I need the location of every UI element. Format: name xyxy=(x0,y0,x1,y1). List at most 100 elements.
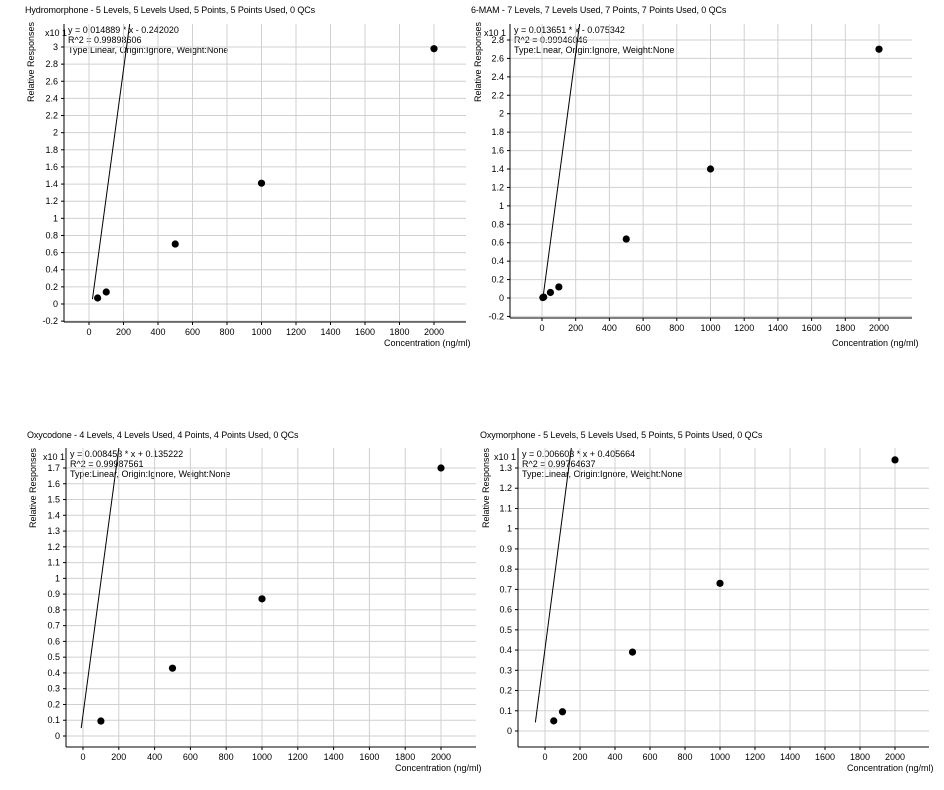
y-tick-label: 1.2 xyxy=(47,542,60,552)
fit-equation: y = 0.013651 * x - 0.075342 xyxy=(514,25,625,35)
equation-box: y = 0.008453 * x + 0.135222 R^2 = 0.9998… xyxy=(70,449,230,479)
y-tick-label: 1.6 xyxy=(45,162,58,172)
y-tick-label: 2.8 xyxy=(45,59,58,69)
y-tick-label: 0.5 xyxy=(47,652,60,662)
y-tick-label: 1.3 xyxy=(499,463,512,473)
x-tick-label: 1200 xyxy=(734,323,754,333)
x-tick-label: 600 xyxy=(185,327,200,337)
x-tick-label: 600 xyxy=(183,752,198,762)
data-point xyxy=(706,165,715,173)
x-tick-label: 800 xyxy=(677,752,692,762)
y-tick-label: 0.2 xyxy=(45,282,58,292)
x-tick-label: 1400 xyxy=(324,752,344,762)
x-tick-label: 2000 xyxy=(869,323,889,333)
y-tick-label: 2.2 xyxy=(45,111,58,121)
x-tick-label: 1600 xyxy=(355,327,375,337)
y-tick-label: 0.8 xyxy=(491,219,504,229)
data-point xyxy=(558,708,567,716)
x-tick-label: 1600 xyxy=(815,752,835,762)
y-tick-label: 1.8 xyxy=(45,145,58,155)
data-point xyxy=(716,579,724,587)
y-multiplier: x10 1 xyxy=(43,452,66,462)
y-tick-label: 2.8 xyxy=(491,35,504,45)
x-tick-label: 2000 xyxy=(431,752,451,762)
x-tick-label: 1800 xyxy=(835,323,855,333)
data-point xyxy=(875,45,883,53)
x-tick-label: 600 xyxy=(636,323,651,333)
y-tick-label: 1.3 xyxy=(47,526,60,536)
y-tick-label: 0.2 xyxy=(499,686,512,696)
x-tick-label: 1200 xyxy=(745,752,765,762)
y-tick-label: 2.4 xyxy=(491,72,504,82)
data-point xyxy=(430,45,438,53)
y-multiplier: x10 1 xyxy=(484,28,507,38)
x-tick-label: 1400 xyxy=(780,752,800,762)
chart-title: Hydromorphone - 5 Levels, 5 Levels Used,… xyxy=(25,5,316,15)
y-tick-label: 3 xyxy=(53,42,58,52)
x-tick-label: 1000 xyxy=(251,327,271,337)
y-tick-label: 1.2 xyxy=(45,196,58,206)
y-tick-label: 0.2 xyxy=(47,699,60,709)
x-tick-label: 1800 xyxy=(395,752,415,762)
chart-title: 6-MAM - 7 Levels, 7 Levels Used, 7 Point… xyxy=(471,5,727,15)
y-tick-label: 0.9 xyxy=(499,544,512,554)
x-tick-label: 1800 xyxy=(389,327,409,337)
y-tick-label: 0.4 xyxy=(499,645,512,655)
equation-box: y = 0.006603 * x + 0.405664 R^2 = 0.9976… xyxy=(522,449,682,479)
y-tick-label: 1 xyxy=(55,573,60,583)
chart-title: Oxymorphone - 5 Levels, 5 Levels Used, 5… xyxy=(480,430,763,440)
fit-info: Type:Linear, Origin:Ignore, Weight:None xyxy=(514,45,675,55)
y-tick-label: 2.4 xyxy=(45,93,58,103)
x-tick-label: 200 xyxy=(568,323,583,333)
y-tick-label: 0.2 xyxy=(491,275,504,285)
x-tick-label: 600 xyxy=(642,752,657,762)
data-point xyxy=(555,283,563,291)
data-point xyxy=(546,288,555,297)
data-point xyxy=(168,664,177,672)
y-tick-label: 2.2 xyxy=(491,90,504,100)
x-tick-label: 0 xyxy=(86,327,91,337)
y-tick-label: 0.4 xyxy=(47,668,60,678)
y-tick-label: 2 xyxy=(53,128,58,138)
y-tick-label: 1.2 xyxy=(491,182,504,192)
x-tick-label: 0 xyxy=(539,323,544,333)
data-point xyxy=(94,294,102,302)
x-tick-label: 1800 xyxy=(850,752,870,762)
y-tick-label: 1.7 xyxy=(47,463,60,473)
x-tick-label: 1000 xyxy=(252,752,272,762)
chart-title: Oxycodone - 4 Levels, 4 Levels Used, 4 P… xyxy=(27,430,299,440)
r-squared: R^2 = 0.99764637 xyxy=(522,459,596,469)
data-point xyxy=(550,717,558,725)
x-tick-label: 0 xyxy=(80,752,85,762)
x-tick-label: 200 xyxy=(572,752,587,762)
x-tick-label: 800 xyxy=(219,327,234,337)
y-tick-label: 0.6 xyxy=(499,605,512,615)
x-axis-label: Concentration (ng/ml) xyxy=(395,763,482,773)
y-tick-label: -0.2 xyxy=(42,316,58,326)
data-point xyxy=(257,179,266,187)
y-tick-label: 0.3 xyxy=(47,684,60,694)
y-tick-label: 1.6 xyxy=(491,146,504,156)
y-tick-label: 1 xyxy=(53,213,58,223)
x-tick-label: 1600 xyxy=(359,752,379,762)
x-tick-label: 1400 xyxy=(768,323,788,333)
y-tick-label: -0.2 xyxy=(488,311,504,321)
x-tick-label: 1200 xyxy=(286,327,306,337)
y-tick-label: 0 xyxy=(55,731,60,741)
y-tick-label: 0.9 xyxy=(47,589,60,599)
x-tick-label: 1600 xyxy=(802,323,822,333)
y-tick-label: 0.4 xyxy=(45,265,58,275)
y-tick-label: 0 xyxy=(499,293,504,303)
fit-line xyxy=(80,447,120,729)
x-tick-label: 400 xyxy=(602,323,617,333)
x-tick-label: 1000 xyxy=(700,323,720,333)
x-tick-label: 200 xyxy=(116,327,131,337)
y-tick-label: 0.8 xyxy=(499,564,512,574)
y-tick-label: 0.6 xyxy=(491,238,504,248)
x-tick-label: 400 xyxy=(150,327,165,337)
y-tick-label: 0.3 xyxy=(499,665,512,675)
y-tick-label: 0.5 xyxy=(499,625,512,635)
